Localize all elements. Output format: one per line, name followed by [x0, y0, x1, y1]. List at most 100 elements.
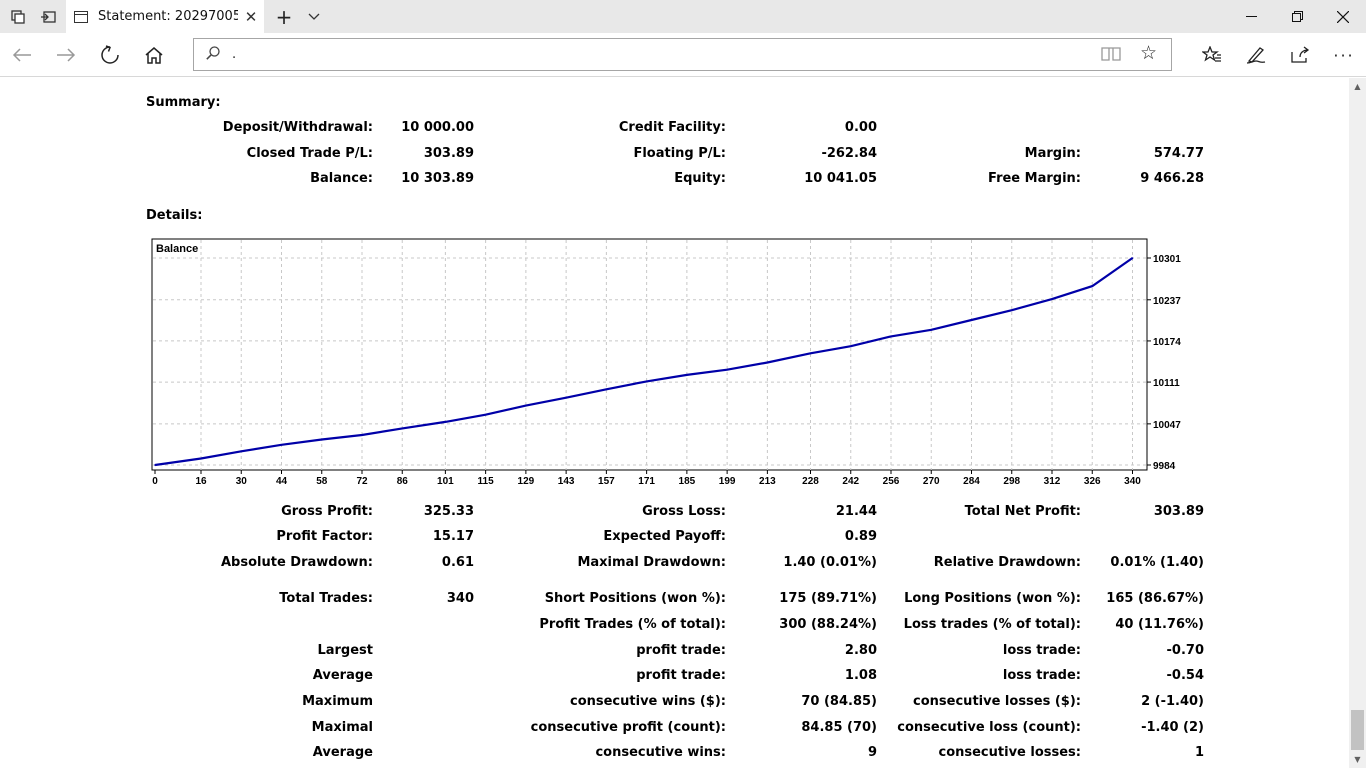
row-2-label-2: Free Margin: [988, 171, 1081, 186]
row-2-value-0: 0.61 [441, 555, 474, 570]
statement-page: Summary: Deposit/Withdrawal: 10 000.00 Cre… [0, 78, 1349, 768]
row-7-label-1: consecutive wins ($): [569, 694, 726, 709]
row-9-label-0: Average [312, 745, 373, 760]
scroll-up-icon[interactable]: ▲ [1354, 82, 1361, 91]
x-tick-label: 256 [883, 476, 900, 487]
minimize-icon[interactable] [1228, 0, 1274, 33]
balance-point [1051, 298, 1053, 300]
row-2-label-0: Balance: [310, 171, 373, 186]
y-tick-label: 10174 [1153, 337, 1181, 348]
chart-frame [151, 238, 1148, 471]
x-tick-label: 129 [518, 476, 535, 487]
row-2-label-1: Equity: [674, 171, 726, 186]
x-tick-label: 86 [397, 476, 409, 487]
y-tick-label: 10237 [1153, 296, 1181, 307]
y-tick-label: 10047 [1153, 420, 1181, 431]
row-2-label-2: Relative Drawdown: [933, 555, 1081, 570]
scroll-thumb[interactable] [1351, 710, 1364, 750]
row-1-label-1: Floating P/L: [633, 146, 726, 161]
balance-point [444, 421, 447, 423]
balance-point [1010, 309, 1013, 312]
navigation-bar: . ☆ ··· [0, 33, 1366, 77]
balance-point [1091, 285, 1094, 287]
row-1-value-1: -262.84 [821, 146, 877, 161]
back-icon[interactable] [0, 33, 44, 77]
balance-point [970, 319, 973, 321]
row-9-value-2: 1 [1194, 745, 1204, 760]
row-9-label-2: consecutive losses: [938, 745, 1081, 760]
balance-point [686, 374, 688, 376]
scroll-down-icon[interactable]: ▼ [1354, 755, 1361, 764]
row-2-label-0: Absolute Drawdown: [221, 555, 373, 570]
row-0-label-0: Gross Profit: [281, 504, 373, 519]
row-0-label-0: Deposit/Withdrawal: [222, 120, 373, 135]
restore-icon[interactable] [1274, 0, 1320, 33]
favorite-star-icon[interactable]: ☆ [1139, 42, 1157, 64]
favorites-hub-icon[interactable] [1190, 33, 1234, 77]
row-0-value-0: 10 000.00 [401, 120, 474, 135]
set-aside-icon[interactable] [34, 0, 62, 33]
x-tick-label: 199 [719, 476, 736, 487]
balance-point [240, 450, 243, 453]
row-3-label-0: Total Trades: [279, 591, 373, 606]
balance-point [645, 380, 648, 383]
balance-point [280, 443, 283, 446]
balance-point [154, 464, 156, 466]
row-1-value-1: 0.89 [844, 529, 877, 544]
row-1-label-2: Margin: [1024, 146, 1081, 161]
balance-point [320, 438, 323, 441]
balance-point [890, 335, 892, 338]
row-0-value-0: 325.33 [423, 504, 474, 519]
row-6-label-1: profit trade: [636, 668, 726, 683]
row-0-label-1: Credit Facility: [618, 120, 726, 135]
x-tick-label: 298 [1003, 476, 1020, 487]
share-icon[interactable] [1278, 33, 1322, 77]
x-tick-label: 340 [1124, 476, 1141, 487]
tab-close-icon[interactable]: ✕ [244, 7, 258, 26]
balance-point [1131, 257, 1134, 259]
balance-point [605, 388, 608, 391]
notes-icon[interactable] [1234, 33, 1278, 77]
home-icon[interactable] [132, 33, 176, 77]
row-3-value-2: 165 (86.67%) [1106, 591, 1204, 606]
reading-view-icon[interactable] [1101, 46, 1121, 66]
balance-point [809, 352, 812, 355]
x-tick-label: 270 [923, 476, 940, 487]
x-tick-label: 101 [437, 476, 454, 487]
x-tick-label: 115 [478, 476, 495, 487]
x-tick-label: 242 [842, 476, 859, 487]
x-tick-label: 58 [316, 476, 328, 487]
balance-point [930, 329, 933, 331]
summary-heading: Summary: [146, 95, 221, 110]
browser-tab[interactable]: Statement: 20297005 - , ✕ [66, 0, 264, 33]
row-3-label-2: Long Positions (won %): [904, 591, 1081, 606]
x-tick-label: 171 [638, 476, 655, 487]
x-tick-label: 44 [276, 476, 288, 487]
y-tick-label: 10111 [1153, 378, 1180, 389]
row-6-value-1: 1.08 [844, 668, 877, 683]
balance-point [726, 368, 728, 371]
x-tick-label: 16 [195, 476, 207, 487]
row-4-label-2: Loss trades (% of total): [903, 617, 1081, 632]
details-heading: Details: [146, 208, 203, 223]
row-9-value-1: 9 [867, 745, 877, 760]
balance-chart: 0 16 30 44 58 72 86 101 115 129 143 157 171 185 199 213… [151, 238, 1181, 487]
more-icon[interactable]: ··· [1333, 45, 1355, 65]
row-2-value-1: 10 041.05 [804, 171, 877, 186]
vertical-scrollbar[interactable]: ▲ ▼ [1349, 78, 1366, 768]
x-tick-label: 0 [152, 476, 158, 487]
row-7-label-0: Maximum [302, 694, 373, 709]
address-bar[interactable]: . ☆ [193, 38, 1172, 71]
forward-icon[interactable] [44, 33, 88, 77]
refresh-icon[interactable] [88, 33, 132, 77]
tab-list-icon[interactable] [4, 0, 32, 33]
x-tick-label: 157 [598, 476, 615, 487]
window-close-icon[interactable] [1320, 0, 1366, 33]
new-tab-icon[interactable]: + [275, 4, 293, 29]
tab-preview-icon[interactable] [302, 0, 326, 33]
x-tick-label: 326 [1084, 476, 1101, 487]
row-8-label-2: consecutive loss (count): [897, 720, 1081, 735]
row-5-value-1: 2.80 [844, 643, 877, 658]
x-tick-label: 213 [759, 476, 776, 487]
row-9-label-1: consecutive wins: [595, 745, 726, 760]
